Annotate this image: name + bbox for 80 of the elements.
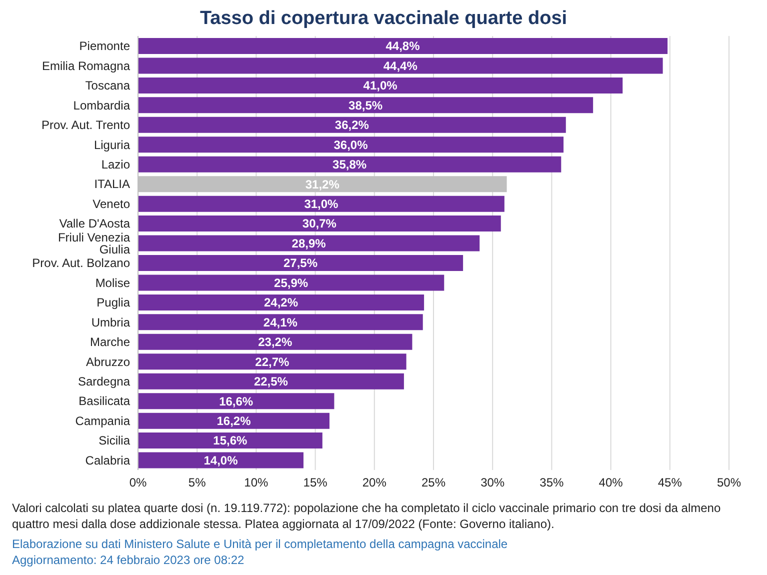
bar	[138, 77, 623, 94]
bar	[138, 354, 406, 370]
y-tick-label: Emilia Romagna	[42, 58, 130, 73]
x-tick-label: 10%	[244, 476, 269, 490]
text: Valori calcolati su platea quarte dosi (n. 19.119.772): popolazione che ha completato il ciclo vaccinale primario con tre dosi da almeno quattro mesi dalla dose addizionale stessa. Platea aggiornata al 17/09/2022 (Fonte: Governo italiano).	[12, 500, 722, 532]
y-tick-label: Sicilia	[98, 434, 130, 448]
y-tick-label: Lazio	[101, 157, 130, 172]
y-tick-label: Sardegna	[78, 374, 130, 388]
y-tick-label: Toscana	[85, 78, 130, 93]
text: Aggiornamento: 24 febbraio 2023 ore 08:22	[12, 552, 246, 568]
data-label: 25,9%	[274, 276, 308, 290]
data-label: 24,2%	[264, 296, 298, 310]
bar	[138, 116, 566, 133]
bar	[138, 274, 444, 291]
data-label: 15,6%	[213, 434, 248, 448]
data-label: 22,5%	[254, 374, 288, 389]
data-label: 23,2%	[258, 335, 292, 350]
bar	[138, 196, 504, 212]
bar	[138, 156, 562, 172]
data-label: 27,5%	[284, 256, 318, 270]
bar	[138, 373, 404, 390]
chart-title: Tasso di copertura vaccinale quarte dosi	[198, 8, 568, 30]
data-label: 41,0%	[363, 78, 398, 93]
x-tick-label: 50%	[716, 476, 742, 490]
data-label: 24,1%	[263, 315, 298, 330]
y-tick-label: Prov. Aut. Trento	[42, 118, 130, 132]
x-tick-label: 5%	[188, 476, 206, 490]
bar	[138, 432, 322, 449]
data-label: 35,8%	[332, 158, 367, 172]
bar	[138, 136, 564, 153]
y-tick-label: Friuli Venezia Giulia	[58, 230, 130, 256]
bar	[138, 294, 424, 310]
data-label: 44,8%	[386, 39, 420, 54]
y-tick-label: Marche	[90, 335, 130, 350]
y-tick-label: Valle D'Aosta	[59, 216, 130, 231]
data-label: 44,4%	[383, 58, 418, 73]
bar	[138, 393, 334, 410]
data-label: 36,0%	[334, 138, 368, 152]
bar	[138, 97, 594, 114]
x-tick-label: 15%	[303, 476, 328, 490]
y-tick-label: Prov. Aut. Bolzano	[32, 256, 130, 270]
bar	[138, 452, 304, 468]
y-tick-label: Umbria	[91, 315, 130, 330]
bar	[138, 216, 501, 232]
bar	[138, 314, 423, 330]
y-tick-label: Puglia	[96, 296, 130, 310]
data-label: 31,2%	[305, 177, 340, 192]
y-tick-label: Piemonte	[79, 39, 130, 54]
data-label: 22,7%	[255, 354, 290, 369]
y-tick-label: Molise	[95, 276, 130, 290]
data-label: 16,2%	[216, 414, 252, 428]
x-tick-label: 25%	[421, 476, 446, 490]
bar	[138, 38, 668, 54]
y-tick-label: Basilicata	[78, 394, 130, 408]
y-tick-label: ITALIA	[94, 177, 130, 192]
y-tick-label: Calabria	[85, 453, 130, 468]
data-label: 31,0%	[304, 197, 339, 212]
y-tick-label: Abruzzo	[86, 354, 130, 369]
x-tick-label: 20%	[362, 476, 387, 490]
bar	[138, 334, 412, 350]
x-tick-label: 35%	[540, 476, 564, 490]
data-label: 36,2%	[334, 118, 370, 132]
x-tick-label: 30%	[480, 476, 505, 490]
data-label: 16,6%	[219, 394, 254, 408]
text: Elaborazione su dati Ministero Salute e Unità per il completamento della campagna vaccinale	[12, 536, 509, 552]
bar	[138, 235, 480, 252]
x-tick-label: 0%	[129, 476, 147, 490]
y-tick-label: Lombardia	[73, 98, 130, 112]
data-label: 28,9%	[292, 236, 326, 250]
bar	[138, 412, 330, 429]
data-label: 38,5%	[348, 98, 383, 112]
y-tick-label: Veneto	[92, 196, 130, 211]
data-label: 30,7%	[302, 216, 337, 231]
y-tick-label: Campania	[75, 414, 130, 428]
data-label: 14,0%	[204, 453, 238, 468]
y-tick-label: Liguria	[94, 138, 130, 152]
x-tick-label: 45%	[658, 476, 682, 490]
bar	[138, 255, 464, 271]
bar	[138, 58, 663, 74]
x-tick-label: 40%	[598, 476, 624, 490]
